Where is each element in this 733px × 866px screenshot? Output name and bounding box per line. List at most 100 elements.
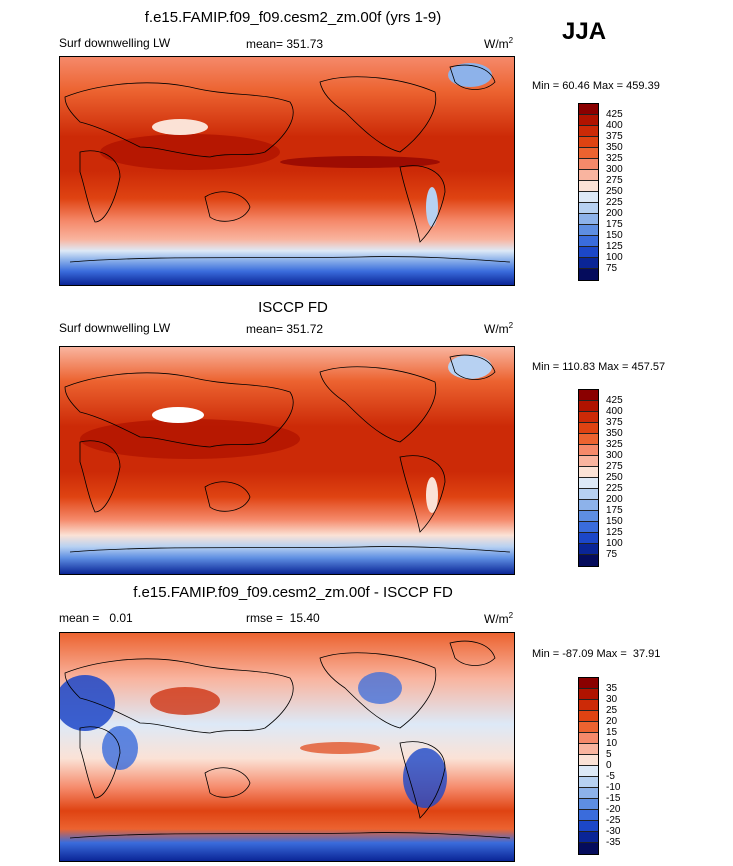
colorbar-cell xyxy=(579,148,598,159)
panel1-variable: Surf downwelling LW xyxy=(59,36,171,50)
panel3-title: f.e15.FAMIP.f09_f09.cesm2_zm.00f - ISCCP… xyxy=(133,584,453,601)
colorbar-cell xyxy=(579,500,598,511)
colorbar-cell xyxy=(579,489,598,500)
colorbar-label: 325 xyxy=(606,439,623,450)
colorbar-label: 125 xyxy=(606,241,623,252)
panel2-colorbar xyxy=(578,389,599,567)
panel3-units: W/m2 xyxy=(484,611,514,626)
panel3-red-pacific xyxy=(300,742,380,754)
colorbar-cell xyxy=(579,137,598,148)
panel2-map xyxy=(59,346,515,575)
panel2-variable: Surf downwelling LW xyxy=(59,321,171,335)
colorbar-label: 0 xyxy=(606,760,612,771)
colorbar-cell xyxy=(579,269,598,280)
colorbar-cell xyxy=(579,225,598,236)
colorbar-cell xyxy=(579,733,598,744)
panel3-colorbar xyxy=(578,677,599,855)
panel1-field xyxy=(60,57,514,285)
panel1-pacific-band xyxy=(280,156,440,168)
colorbar-cell xyxy=(579,689,598,700)
colorbar-label: 5 xyxy=(606,749,612,760)
colorbar-label: 400 xyxy=(606,406,623,417)
colorbar-cell xyxy=(579,104,598,115)
colorbar-label: 350 xyxy=(606,428,623,439)
panel1-colorbar xyxy=(578,103,599,281)
colorbar-cell xyxy=(579,522,598,533)
panel1-tibet-low xyxy=(152,119,208,135)
colorbar-cell xyxy=(579,258,598,269)
colorbar-cell xyxy=(579,711,598,722)
colorbar-label: 30 xyxy=(606,694,618,705)
colorbar-cell xyxy=(579,478,598,489)
panel3-rmse: rmse = 15.40 xyxy=(246,611,320,625)
colorbar-label: 75 xyxy=(606,549,618,560)
colorbar-label: -25 xyxy=(606,815,621,826)
colorbar-label: 225 xyxy=(606,197,623,208)
colorbar-label: 125 xyxy=(606,527,623,538)
colorbar-label: 200 xyxy=(606,494,623,505)
colorbar-label: 375 xyxy=(606,131,623,142)
colorbar-cell xyxy=(579,170,598,181)
colorbar-label: 400 xyxy=(606,120,623,131)
colorbar-label: 275 xyxy=(606,175,623,186)
colorbar-cell xyxy=(579,236,598,247)
colorbar-cell xyxy=(579,832,598,843)
colorbar-cell xyxy=(579,555,598,566)
panel2-mean: mean= 351.72 xyxy=(246,322,324,336)
colorbar-label: 300 xyxy=(606,450,623,461)
panel3-coastlines xyxy=(64,640,511,839)
panel2-tibet-low xyxy=(152,407,204,423)
colorbar-cell xyxy=(579,788,598,799)
colorbar-cell xyxy=(579,390,598,401)
colorbar-label: 20 xyxy=(606,716,618,727)
panel2-greenland-low xyxy=(448,355,492,379)
colorbar-cell xyxy=(579,467,598,478)
colorbar-label: 250 xyxy=(606,186,623,197)
colorbar-label: -30 xyxy=(606,826,621,837)
colorbar-cell xyxy=(579,843,598,854)
colorbar-cell xyxy=(579,810,598,821)
colorbar-cell xyxy=(579,821,598,832)
panel2-minmax: Min = 110.83 Max = 457.57 xyxy=(532,361,666,373)
panel2-units: W/m2 xyxy=(484,321,514,336)
panel3-blue-africa xyxy=(60,675,115,731)
panel3-blue-namerica xyxy=(358,672,402,704)
colorbar-label: 75 xyxy=(606,263,618,274)
colorbar-label: 150 xyxy=(606,516,623,527)
colorbar-label: 375 xyxy=(606,417,623,428)
colorbar-cell xyxy=(579,678,598,689)
panel3-map xyxy=(59,632,515,862)
colorbar-cell xyxy=(579,544,598,555)
panel1-title: f.e15.FAMIP.f09_f09.cesm2_zm.00f (yrs 1-… xyxy=(144,9,442,26)
panel2-field xyxy=(60,347,514,574)
colorbar-cell xyxy=(579,777,598,788)
panel1-greenland-low xyxy=(448,63,492,87)
colorbar-cell xyxy=(579,203,598,214)
colorbar-cell xyxy=(579,214,598,225)
colorbar-label: 35 xyxy=(606,683,618,694)
panel3-colorbar-labels: 35 30 25 20 15 10 5 0 -5 -10 -15 -20 -25 -30 -35 xyxy=(606,683,620,848)
colorbar-cell xyxy=(579,799,598,810)
colorbar-cell xyxy=(579,533,598,544)
colorbar-cell xyxy=(579,181,598,192)
colorbar-cell xyxy=(579,423,598,434)
panel1-map xyxy=(59,56,515,286)
panel1-colorbar-labels: 425 400 375 350 325 300 275 250 225 200 175 150 … xyxy=(606,109,623,274)
colorbar-label: 250 xyxy=(606,472,623,483)
colorbar-label: 100 xyxy=(606,538,623,549)
colorbar-label: 275 xyxy=(606,461,623,472)
colorbar-label: 175 xyxy=(606,219,623,230)
colorbar-cell xyxy=(579,434,598,445)
colorbar-cell xyxy=(579,722,598,733)
colorbar-cell xyxy=(579,755,598,766)
colorbar-cell xyxy=(579,456,598,467)
colorbar-cell xyxy=(579,401,598,412)
colorbar-label: -35 xyxy=(606,837,621,848)
colorbar-label: -15 xyxy=(606,793,621,804)
colorbar-label: 100 xyxy=(606,252,623,263)
colorbar-cell xyxy=(579,700,598,711)
panel1-mean: mean= 351.73 xyxy=(246,37,324,51)
colorbar-label: -20 xyxy=(606,804,621,815)
panel2-colorbar-labels: 425 400 375 350 325 300 275 250 225 200 175 150 … xyxy=(606,395,623,560)
panel2-warm-pool xyxy=(80,419,300,459)
